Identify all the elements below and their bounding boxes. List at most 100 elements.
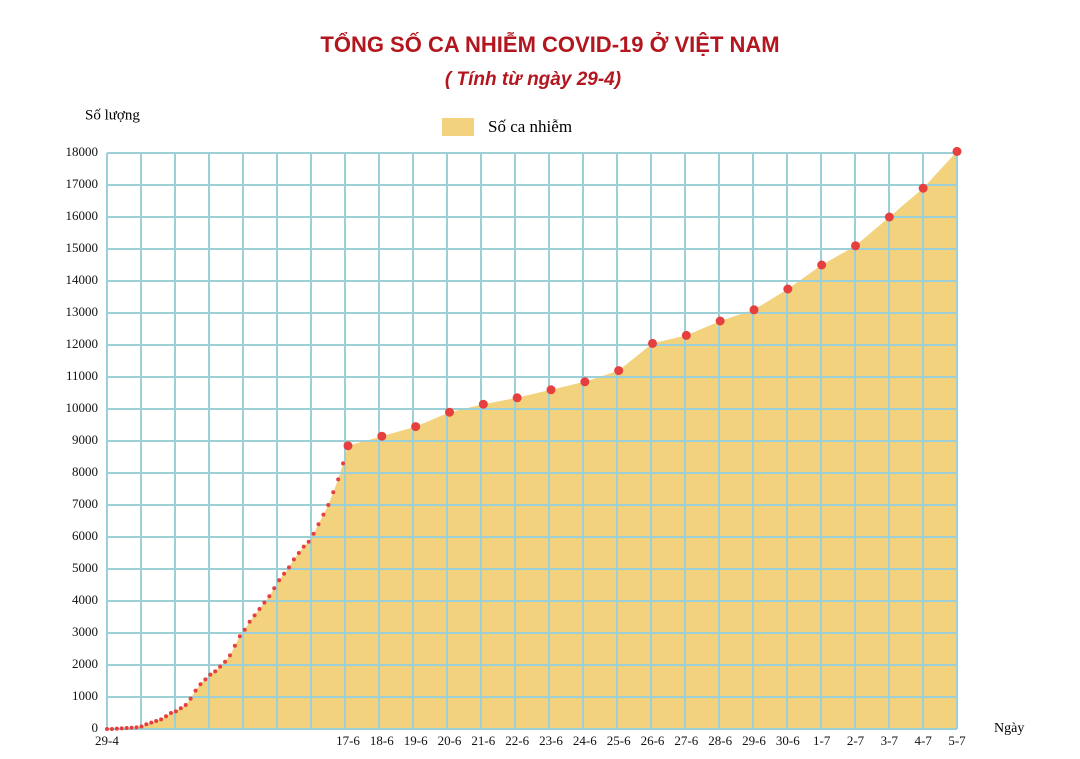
chart-subtitle: ( Tính từ ngày 29-4) xyxy=(445,69,621,90)
marker xyxy=(918,183,928,193)
marker xyxy=(817,260,827,270)
marker xyxy=(291,557,296,562)
x-tick-label: 23-6 xyxy=(539,733,563,748)
marker xyxy=(783,284,793,294)
x-tick-label: 21-6 xyxy=(471,733,495,748)
marker xyxy=(193,688,198,693)
marker xyxy=(267,594,272,599)
marker xyxy=(272,586,277,591)
marker xyxy=(252,613,257,618)
y-tick-label: 5000 xyxy=(72,560,98,575)
marker xyxy=(884,212,894,222)
y-tick-label: 10000 xyxy=(66,400,99,415)
marker xyxy=(242,627,247,632)
marker xyxy=(178,706,183,711)
chart-title: TỔNG SỐ CA NHIỄM COVID-19 Ở VIỆT NAM xyxy=(320,31,779,57)
y-tick-label: 12000 xyxy=(66,336,99,351)
x-tick-label: 29-6 xyxy=(742,733,766,748)
marker xyxy=(377,431,387,441)
marker xyxy=(139,724,144,729)
x-tick-label: 29-4 xyxy=(95,733,119,748)
y-tick-label: 6000 xyxy=(72,528,98,543)
x-tick-label: 24-6 xyxy=(573,733,597,748)
marker xyxy=(119,726,124,731)
marker xyxy=(614,366,624,376)
marker xyxy=(715,316,725,326)
marker xyxy=(124,726,129,731)
y-tick-label: 3000 xyxy=(72,624,98,639)
marker xyxy=(183,703,188,707)
y-tick-label: 9000 xyxy=(72,432,98,447)
y-tick-label: 14000 xyxy=(66,272,99,287)
x-tick-label: 28-6 xyxy=(708,733,732,748)
y-tick-label: 2000 xyxy=(72,656,98,671)
marker xyxy=(164,714,169,719)
marker xyxy=(154,719,159,723)
marker xyxy=(232,643,237,648)
y-tick-label: 18000 xyxy=(66,144,99,159)
y-tick-label: 7000 xyxy=(72,496,98,511)
x-tick-label: 5-7 xyxy=(948,733,966,748)
x-tick-label: 26-6 xyxy=(641,733,665,748)
x-tick-label: 17-6 xyxy=(336,733,360,748)
marker xyxy=(173,709,178,714)
marker xyxy=(227,653,232,658)
marker xyxy=(311,531,316,536)
marker xyxy=(257,607,262,611)
marker xyxy=(331,490,336,495)
y-tick-label: 4000 xyxy=(72,592,98,607)
y-axis-label: Số lượng xyxy=(85,107,140,123)
marker xyxy=(149,720,154,725)
marker xyxy=(213,669,218,674)
marker xyxy=(952,146,962,156)
x-tick-label: 1-7 xyxy=(813,733,831,748)
marker xyxy=(411,422,421,432)
y-tick-label: 15000 xyxy=(66,240,99,255)
marker xyxy=(648,338,657,348)
marker xyxy=(168,711,173,715)
legend-swatch xyxy=(442,118,474,136)
y-tick-label: 1000 xyxy=(72,688,98,703)
marker xyxy=(262,600,267,605)
y-tick-label: 8000 xyxy=(72,464,98,479)
marker xyxy=(321,512,326,517)
marker xyxy=(546,385,556,395)
x-tick-label: 19-6 xyxy=(404,733,428,748)
y-tick-label: 13000 xyxy=(66,304,99,319)
marker xyxy=(247,619,252,624)
marker xyxy=(237,634,242,639)
legend-label: Số ca nhiễm xyxy=(488,117,572,136)
marker xyxy=(749,305,759,315)
y-tick-label: 0 xyxy=(92,720,99,735)
marker xyxy=(326,503,331,507)
x-tick-label: 20-6 xyxy=(438,733,462,748)
marker xyxy=(114,726,119,731)
marker xyxy=(341,461,346,466)
x-tick-label: 30-6 xyxy=(776,733,800,748)
marker xyxy=(105,727,109,731)
marker xyxy=(336,477,341,482)
marker xyxy=(306,539,311,544)
marker xyxy=(223,659,228,664)
marker xyxy=(282,571,287,576)
marker xyxy=(343,441,353,451)
marker xyxy=(301,544,306,549)
marker xyxy=(109,727,114,731)
marker xyxy=(144,722,149,727)
marker xyxy=(203,677,208,682)
marker xyxy=(159,717,164,722)
marker xyxy=(580,377,590,387)
marker xyxy=(198,682,203,687)
marker xyxy=(134,725,139,730)
x-axis-label: Ngày xyxy=(994,721,1024,736)
marker xyxy=(445,407,454,417)
marker xyxy=(478,399,488,409)
y-tick-label: 17000 xyxy=(66,176,99,191)
marker xyxy=(681,330,691,340)
marker xyxy=(129,725,134,730)
x-tick-label: 2-7 xyxy=(847,733,865,748)
y-tick-label: 11000 xyxy=(66,368,98,383)
x-tick-label: 4-7 xyxy=(914,733,932,748)
marker xyxy=(512,393,522,403)
